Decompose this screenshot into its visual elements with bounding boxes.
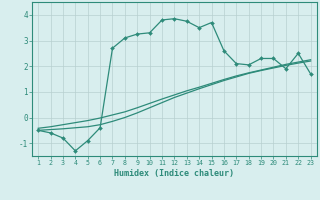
X-axis label: Humidex (Indice chaleur): Humidex (Indice chaleur) bbox=[115, 169, 234, 178]
